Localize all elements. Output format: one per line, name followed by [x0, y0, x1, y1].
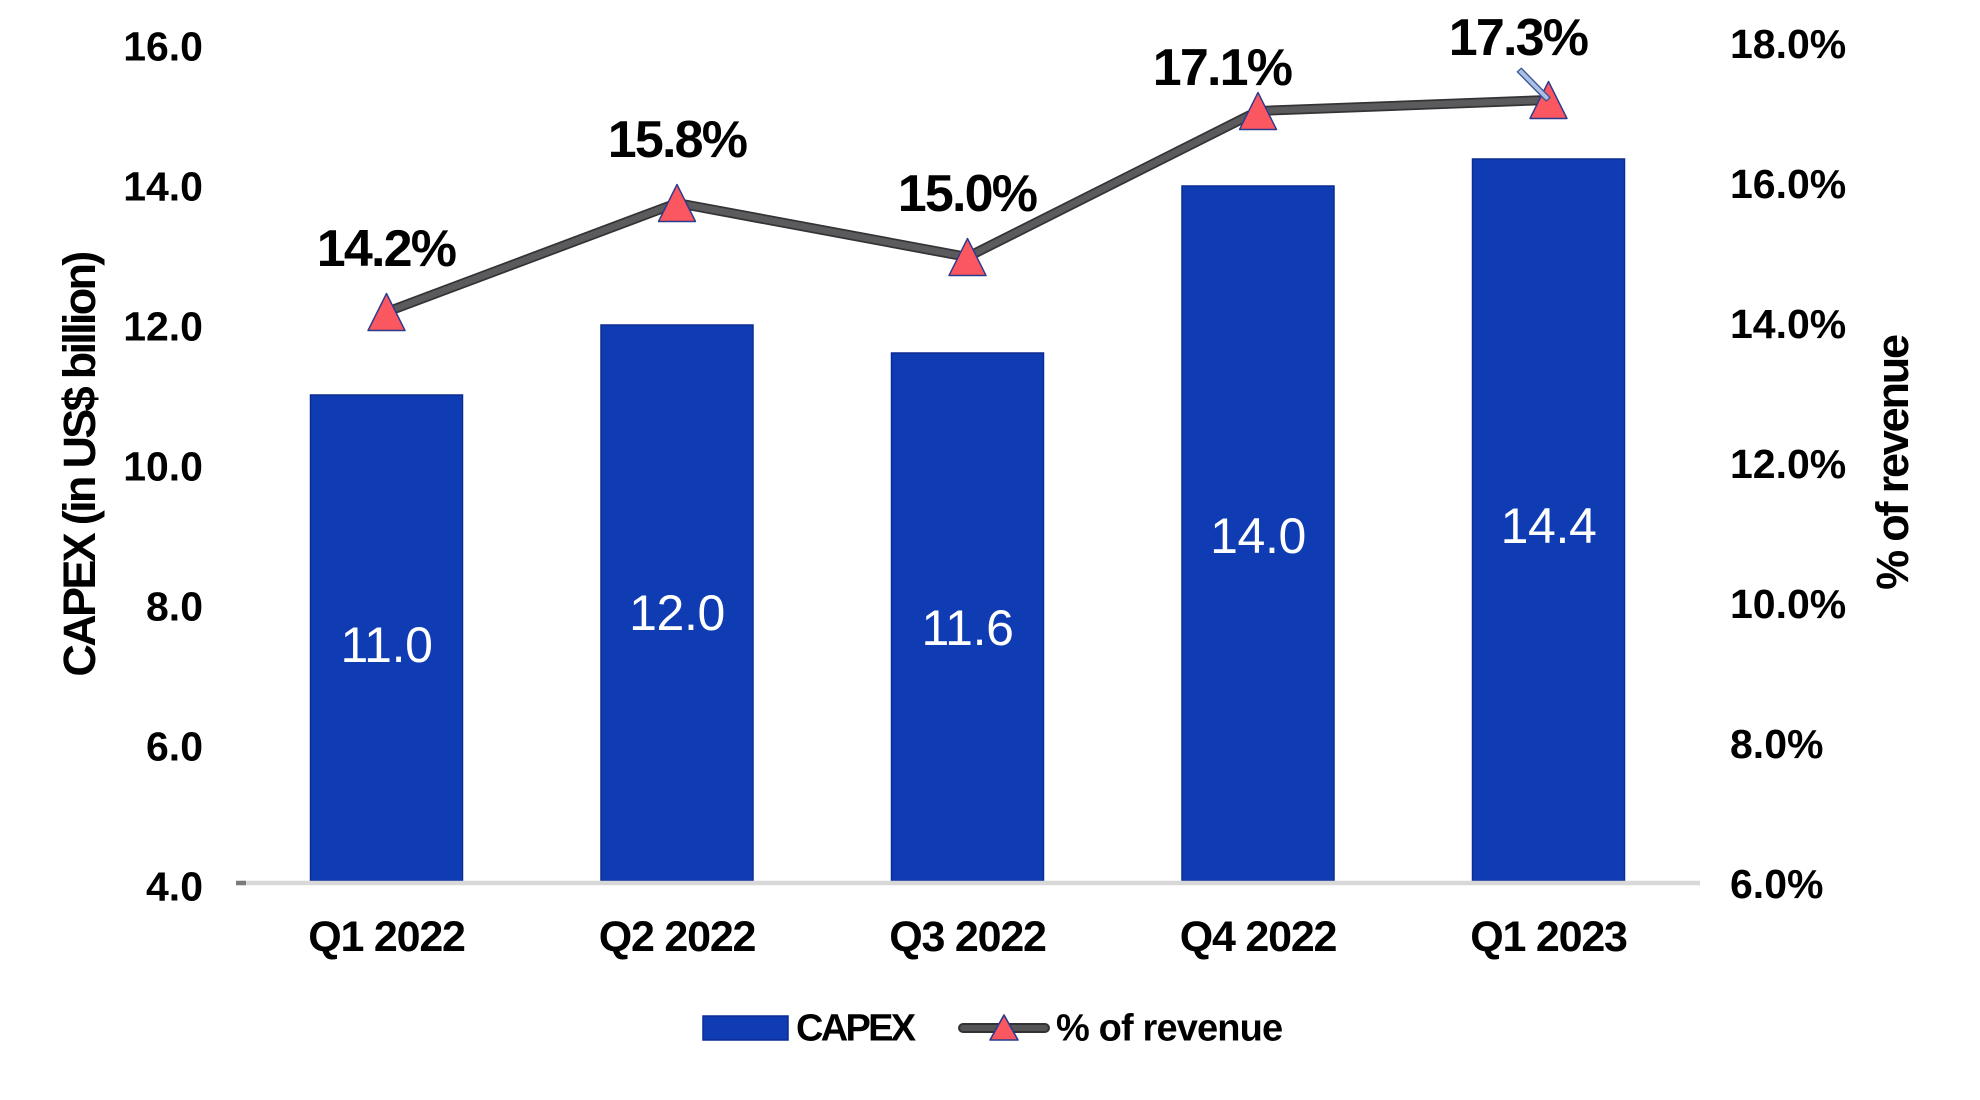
svg-text:17.3%: 17.3% [1449, 9, 1588, 67]
svg-text:8.0%: 8.0% [1730, 721, 1823, 767]
svg-text:11.0: 11.0 [340, 617, 432, 673]
svg-text:8.0: 8.0 [146, 583, 203, 629]
svg-text:14.2%: 14.2% [317, 220, 456, 278]
svg-text:Q3 2022: Q3 2022 [889, 913, 1046, 961]
svg-text:Q4 2022: Q4 2022 [1180, 913, 1337, 961]
svg-text:14.4: 14.4 [1501, 498, 1597, 554]
svg-text:15.8%: 15.8% [608, 111, 747, 169]
svg-text:Q1 2022: Q1 2022 [308, 913, 465, 961]
svg-text:18.0%: 18.0% [1730, 21, 1846, 67]
svg-text:Q1 2023: Q1 2023 [1470, 913, 1627, 961]
svg-text:10.0: 10.0 [123, 443, 203, 489]
svg-text:12.0: 12.0 [123, 303, 203, 349]
svg-text:14.0: 14.0 [1210, 508, 1306, 564]
svg-text:14.0: 14.0 [123, 163, 203, 209]
svg-text:16.0%: 16.0% [1730, 161, 1846, 207]
svg-text:6.0: 6.0 [146, 723, 203, 769]
svg-text:14.0%: 14.0% [1730, 301, 1846, 347]
svg-text:12.0: 12.0 [629, 585, 725, 641]
svg-text:Q2 2022: Q2 2022 [599, 913, 756, 961]
svg-text:% of revenue: % of revenue [1867, 335, 1918, 590]
svg-text:15.0%: 15.0% [898, 165, 1037, 223]
svg-text:% of revenue: % of revenue [1056, 1008, 1282, 1050]
svg-text:10.0%: 10.0% [1730, 581, 1846, 627]
svg-text:12.0%: 12.0% [1730, 441, 1846, 487]
svg-text:CAPEX: CAPEX [796, 1008, 917, 1050]
svg-text:17.1%: 17.1% [1153, 39, 1292, 97]
svg-text:4.0: 4.0 [146, 863, 203, 909]
svg-text:CAPEX (in US$ billion): CAPEX (in US$ billion) [54, 253, 105, 677]
svg-text:11.6: 11.6 [921, 600, 1013, 656]
svg-text:6.0%: 6.0% [1730, 861, 1823, 907]
svg-text:16.0: 16.0 [123, 23, 203, 69]
